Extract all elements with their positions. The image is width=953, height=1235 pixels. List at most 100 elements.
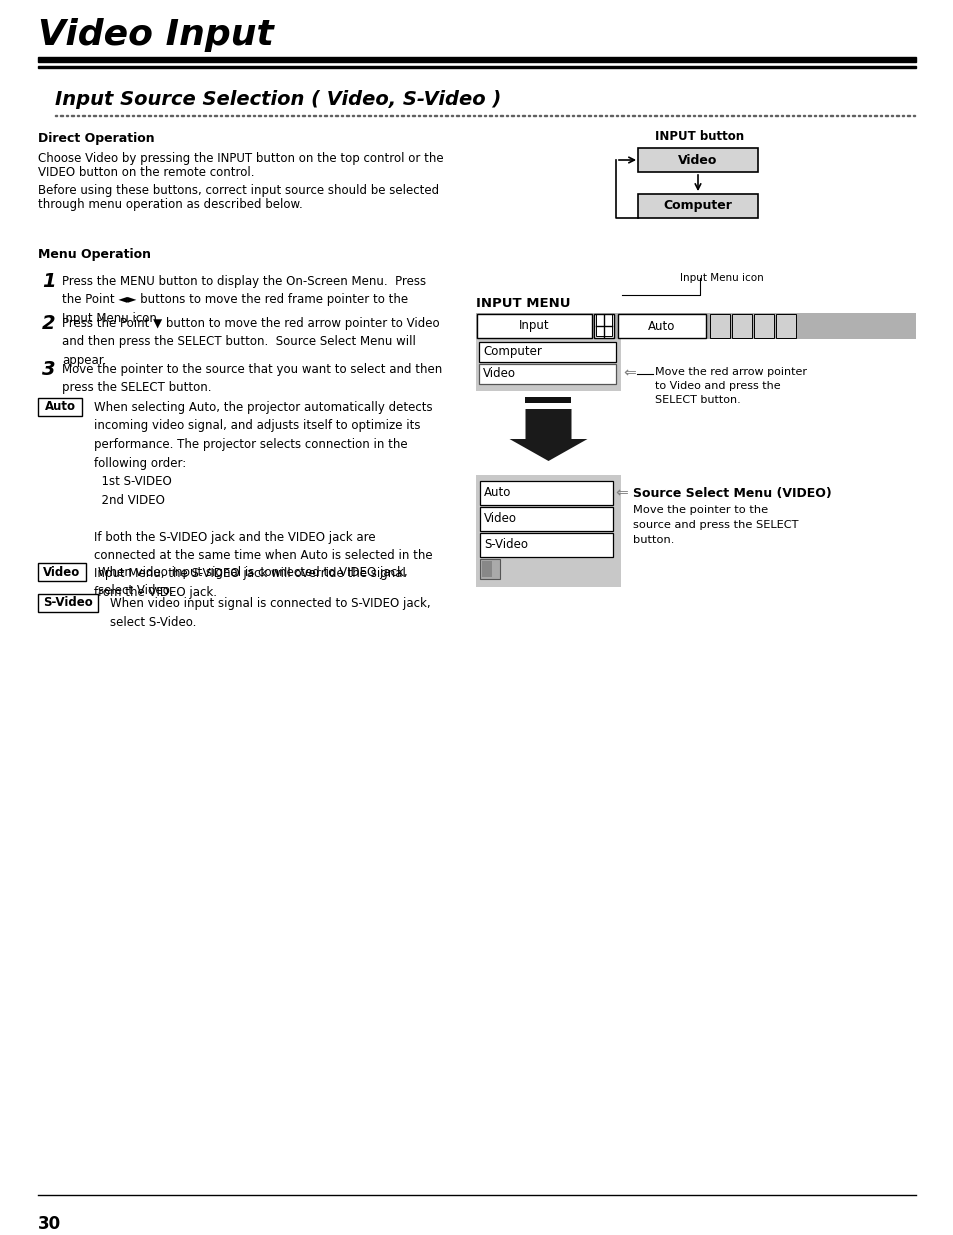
Bar [538,115,541,116]
Bar [395,115,398,116]
Bar [638,148,758,172]
Bar [741,115,744,116]
Bar [555,115,558,116]
Text: Input Source Selection ( Video, S-Video ): Input Source Selection ( Video, S-Video … [55,90,500,109]
Bar [896,115,898,116]
Bar [479,480,613,505]
Bar [588,115,590,116]
Text: Video: Video [483,513,517,526]
Bar [258,115,261,116]
Bar [819,115,821,116]
Bar [451,115,453,116]
Bar [143,115,146,116]
Bar [198,115,200,116]
Text: S-Video: S-Video [483,538,527,552]
Bar [604,115,607,116]
Bar [330,115,333,116]
Bar [731,314,751,338]
Bar [193,115,194,116]
Bar [479,534,613,557]
Bar [236,115,239,116]
Bar [731,115,733,116]
Bar [269,115,272,116]
Text: Direct Operation: Direct Operation [38,132,154,144]
Bar [374,115,376,116]
Bar [357,115,359,116]
Bar [38,563,86,580]
Bar [363,115,365,116]
Bar [479,559,499,579]
Bar [385,115,387,116]
Bar [379,115,381,116]
Text: 2: 2 [42,314,55,333]
Bar [445,115,448,116]
Bar [643,115,645,116]
Bar [596,314,612,336]
Bar [93,115,96,116]
Bar [846,115,848,116]
Text: Press the MENU button to display the On-Screen Menu.  Press
the Point ◄► buttons: Press the MENU button to display the On-… [62,275,426,325]
Bar [769,115,772,116]
Bar [456,115,458,116]
Bar [753,115,755,116]
Bar [785,115,788,116]
Bar [159,115,162,116]
Polygon shape [509,409,587,461]
Bar [709,314,729,338]
Bar [638,115,639,116]
Bar [171,115,172,116]
Bar [417,115,420,116]
Bar [638,194,758,219]
Bar [55,115,57,116]
Bar [709,115,711,116]
Text: When video input signal is connected to VIDEO jack,
select Video.: When video input signal is connected to … [98,566,407,598]
Bar [698,115,700,116]
Bar [368,115,371,116]
Bar [594,115,596,116]
Bar [296,115,299,116]
Bar [802,115,804,116]
Text: 30: 30 [38,1215,61,1233]
Bar [781,115,782,116]
Bar [835,115,838,116]
Bar [302,115,305,116]
Bar [38,57,915,62]
Bar [797,115,800,116]
Bar [476,338,620,391]
Bar [807,115,810,116]
Bar [616,115,618,116]
Bar [500,115,502,116]
Text: Video: Video [482,367,516,380]
Text: INPUT MENU: INPUT MENU [476,296,570,310]
Bar [292,115,294,116]
Text: When selecting Auto, the projector automatically detects
incoming video signal, : When selecting Auto, the projector autom… [94,401,432,599]
Bar [137,115,140,116]
Bar [476,475,620,587]
Bar [478,364,616,384]
Bar [610,115,613,116]
Bar [115,115,118,116]
Bar [220,115,222,116]
Bar [149,115,151,116]
Bar [890,115,893,116]
Text: Auto: Auto [483,487,511,499]
Bar [153,115,156,116]
Bar [868,115,871,116]
Bar [308,115,310,116]
Bar [340,115,343,116]
Text: Computer: Computer [663,200,732,212]
Bar [473,115,475,116]
Bar [566,115,568,116]
Bar [692,115,695,116]
Bar [82,115,85,116]
Bar [824,115,826,116]
Bar [665,115,667,116]
Bar [560,115,563,116]
Bar [434,115,436,116]
Bar [517,115,519,116]
Text: Before using these buttons, correct input source should be selected: Before using these buttons, correct inpu… [38,184,438,198]
Bar [725,115,728,116]
Bar [775,115,778,116]
Bar [620,115,623,116]
Bar [274,115,277,116]
